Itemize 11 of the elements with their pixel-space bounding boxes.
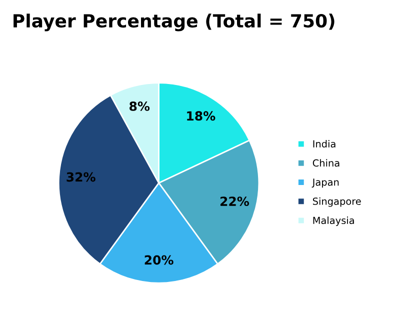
- legend-label: China: [312, 159, 340, 167]
- legend-label: Japan: [312, 178, 339, 188]
- data-label: 18%: [187, 111, 216, 121]
- data-label: 22%: [220, 196, 250, 206]
- data-label: 32%: [66, 172, 96, 182]
- data-label: 8%: [130, 101, 150, 111]
- legend-label: Malaysia: [313, 216, 354, 226]
- data-label: 20%: [144, 255, 174, 265]
- legend-label: India: [313, 140, 336, 148]
- chart-title: Player Percentage (Total = 750): [14, 14, 334, 32]
- legend-label: Singapore: [312, 197, 361, 207]
